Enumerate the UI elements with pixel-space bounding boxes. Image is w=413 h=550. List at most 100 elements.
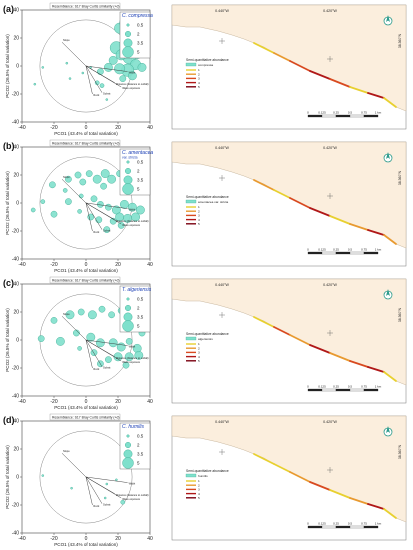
vector-label: Substr. [103, 92, 111, 96]
data-bubble [103, 496, 107, 500]
legend-size-label: 2 [137, 32, 140, 37]
resemblance-box [49, 413, 121, 421]
scale-bar-segment [335, 251, 351, 255]
coast-segment [329, 489, 351, 499]
map-legend-class: 5 [198, 222, 200, 226]
vector-line [85, 476, 103, 504]
scale-label: 0.25 [333, 248, 339, 252]
data-bubble [70, 486, 73, 490]
longitude-label: 0.440°W [215, 146, 229, 150]
y-tick-label: 20 [13, 36, 19, 42]
vector-label: Slope [63, 38, 70, 42]
north-arrow-icon [386, 15, 390, 22]
legend-bubble [123, 312, 133, 322]
vector-line [85, 339, 103, 367]
scale-bar-segment [363, 114, 379, 118]
map-legend-class: 4 [198, 492, 200, 496]
x-axis-label: PCO1 (43.4% of total variation) [54, 405, 118, 410]
legend-size-label: 3.5 [137, 452, 144, 457]
resemblance-label: Resemblance: S17 Bray Curtis similarity … [52, 278, 120, 282]
legend-bubble [123, 175, 133, 185]
vector-line [85, 65, 93, 95]
map-panel: 0.440°W 0.420°W 38.360°N Semi-quantitative … [171, 141, 407, 267]
longitude-label: 0.420°W [323, 146, 337, 150]
x-tick-label: 0 [85, 536, 88, 542]
map-legend-class: 2 [198, 72, 200, 76]
x-tick-label: 0 [85, 399, 88, 405]
vector-label: Width [129, 71, 136, 75]
y-axis-label: PCO2 (26.5% of total variation) [5, 34, 10, 98]
legend-bubble [124, 442, 131, 449]
data-bubble [99, 83, 105, 88]
scale-label: 0.125 [318, 111, 326, 115]
scale-label: 0.125 [318, 522, 326, 526]
data-bubble [86, 332, 96, 342]
vector-label: Rock [93, 93, 100, 97]
panel-letter: (d) [3, 415, 15, 425]
vector-label: Distance (distance to outfall) [116, 356, 149, 360]
coast-segment [273, 52, 291, 62]
map-legend-species: algeriensis [198, 337, 213, 341]
vector-label: Substr. [103, 366, 111, 370]
pco-plot: Resemblance: S17 Bray Curtis similarity … [5, 413, 153, 547]
map-legend-swatch [185, 62, 197, 67]
species-name: C. humilis [122, 424, 144, 430]
y-tick-label: 0 [16, 338, 19, 344]
coast-segment [253, 316, 275, 328]
data-bubble [119, 75, 127, 82]
vector-line [85, 339, 128, 346]
vector-line [61, 316, 87, 341]
latitude-label: 38.360°N [398, 307, 402, 322]
y-tick-label: 40 [13, 145, 19, 151]
map-legend-class: 2 [198, 346, 200, 350]
y-tick-label: -40 [12, 257, 19, 263]
vector-label: Width [129, 345, 136, 349]
data-bubble [114, 63, 126, 75]
map-panel: 0.440°W 0.420°W 38.360°N Semi-quantitative … [171, 4, 407, 130]
scale-label: 0 [307, 111, 309, 115]
data-bubble [107, 174, 117, 184]
vector-label: Wave exposure [122, 360, 140, 364]
scale-bar-segment [321, 251, 337, 255]
scale-label: 0 [307, 385, 309, 389]
x-tick-label: -20 [50, 125, 57, 131]
latitude-label: 38.360°N [398, 170, 402, 185]
coast-segment [349, 223, 369, 231]
coast-segment [273, 326, 291, 336]
data-bubble [41, 66, 45, 69]
data-bubble [95, 216, 103, 224]
coast-segment [349, 86, 369, 94]
data-bubble [117, 222, 125, 229]
coast-segment [383, 234, 397, 245]
pco-plot: Resemblance: S17 Bray Curtis similarity … [5, 276, 153, 410]
data-bubble [97, 68, 104, 75]
x-tick-label: 40 [147, 399, 153, 405]
vector-label: Rock [93, 367, 100, 371]
coast-segment [383, 97, 397, 108]
scale-label: 1 km [375, 385, 382, 389]
legend-size-label: 5 [137, 187, 140, 192]
y-tick-label: -40 [12, 394, 19, 400]
x-tick-label: 40 [147, 536, 153, 542]
latitude-label: 38.360°N [398, 444, 402, 459]
scale-bar-segment [307, 525, 323, 529]
legend-size-label: 0.5 [137, 23, 144, 28]
legend-bubble [122, 457, 134, 469]
map-legend-title: Semi-quantitative abundance [186, 469, 229, 473]
data-bubble [100, 182, 107, 190]
data-bubble [65, 61, 69, 65]
species-name: C. compressa [122, 13, 153, 19]
vector-label: Width [129, 482, 136, 486]
species-variety: var. stricta [122, 156, 138, 160]
y-tick-label: 20 [13, 447, 19, 453]
data-bubble [78, 193, 84, 199]
x-tick-label: 0 [85, 262, 88, 268]
x-tick-label: -40 [18, 125, 25, 131]
north-arrow-icon [386, 289, 390, 296]
resemblance-label: Resemblance: S17 Bray Curtis similarity … [52, 141, 120, 145]
map-legend-swatch [185, 336, 197, 341]
x-axis-label: PCO1 (43.4% of total variation) [54, 268, 118, 273]
map-legend-class: 1 [198, 342, 200, 346]
data-bubble [127, 71, 137, 81]
legend-bubble [124, 305, 131, 312]
